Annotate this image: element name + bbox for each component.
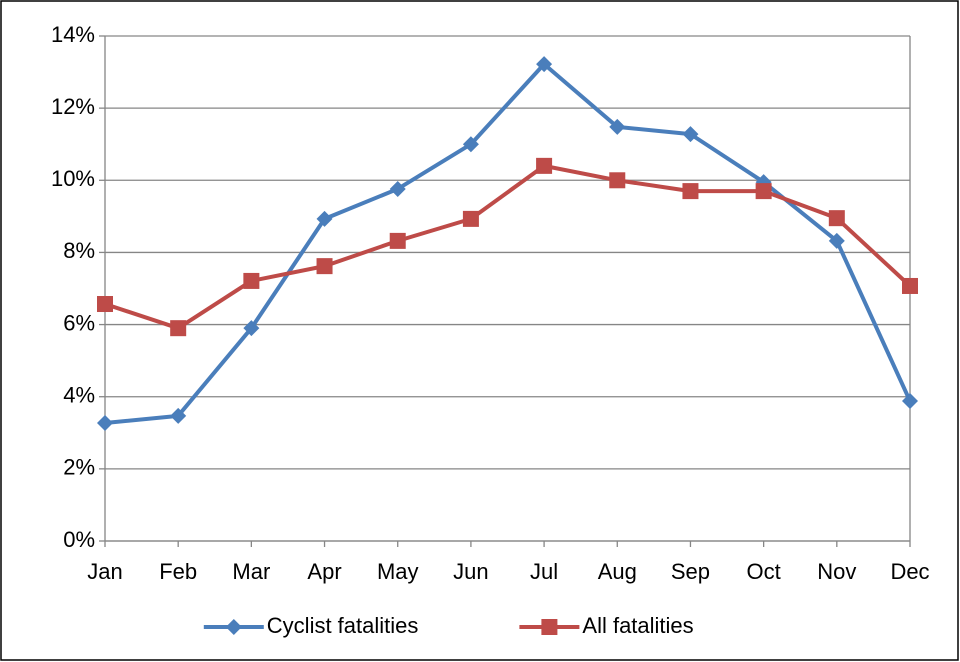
x-tick-label: Nov [817, 559, 856, 584]
x-tick-label: Feb [159, 559, 197, 584]
legend-item: All fatalities [519, 613, 694, 638]
marker [97, 415, 113, 432]
marker [828, 210, 845, 227]
x-tick-label: Aug [598, 559, 637, 584]
x-tick-label: Jan [87, 559, 122, 584]
x-tick-label: May [377, 559, 419, 584]
marker [536, 56, 553, 73]
marker [462, 210, 479, 227]
y-tick-label: 0% [63, 527, 95, 552]
x-tick-label: Mar [232, 559, 270, 584]
marker [609, 118, 626, 135]
marker [243, 320, 260, 337]
marker [902, 393, 918, 410]
legend-label: All fatalities [582, 613, 693, 638]
marker [170, 320, 187, 337]
x-tick-label: Jun [453, 559, 488, 584]
x-tick-label: Apr [307, 559, 341, 584]
y-tick-label: 2% [63, 455, 95, 480]
y-tick-label: 6% [63, 310, 95, 335]
marker [170, 407, 187, 424]
y-tick-label: 10% [51, 166, 95, 191]
x-tick-label: Dec [890, 559, 929, 584]
y-tick-label: 12% [51, 94, 95, 119]
y-tick-label: 14% [51, 22, 95, 47]
marker [536, 157, 553, 174]
marker [609, 172, 626, 189]
marker [462, 136, 479, 153]
x-tick-label: Jul [530, 559, 558, 584]
marker [243, 272, 260, 289]
legend-item: Cyclist fatalities [203, 613, 419, 638]
marker [682, 183, 699, 200]
marker [389, 232, 406, 249]
x-tick-label: Sep [671, 559, 710, 584]
marker [541, 619, 558, 635]
x-tick-label: Oct [747, 559, 781, 584]
marker [902, 277, 918, 294]
marker [682, 126, 699, 143]
marker [225, 619, 242, 635]
marker [389, 180, 406, 197]
legend-label: Cyclist fatalities [267, 613, 419, 638]
marker [828, 232, 845, 249]
marker [316, 210, 333, 227]
marker [316, 258, 333, 275]
marker [755, 183, 772, 200]
series-line [104, 163, 912, 331]
y-tick-label: 8% [63, 238, 95, 263]
series-line [104, 62, 912, 426]
y-tick-label: 4% [63, 383, 95, 408]
marker [97, 296, 113, 313]
